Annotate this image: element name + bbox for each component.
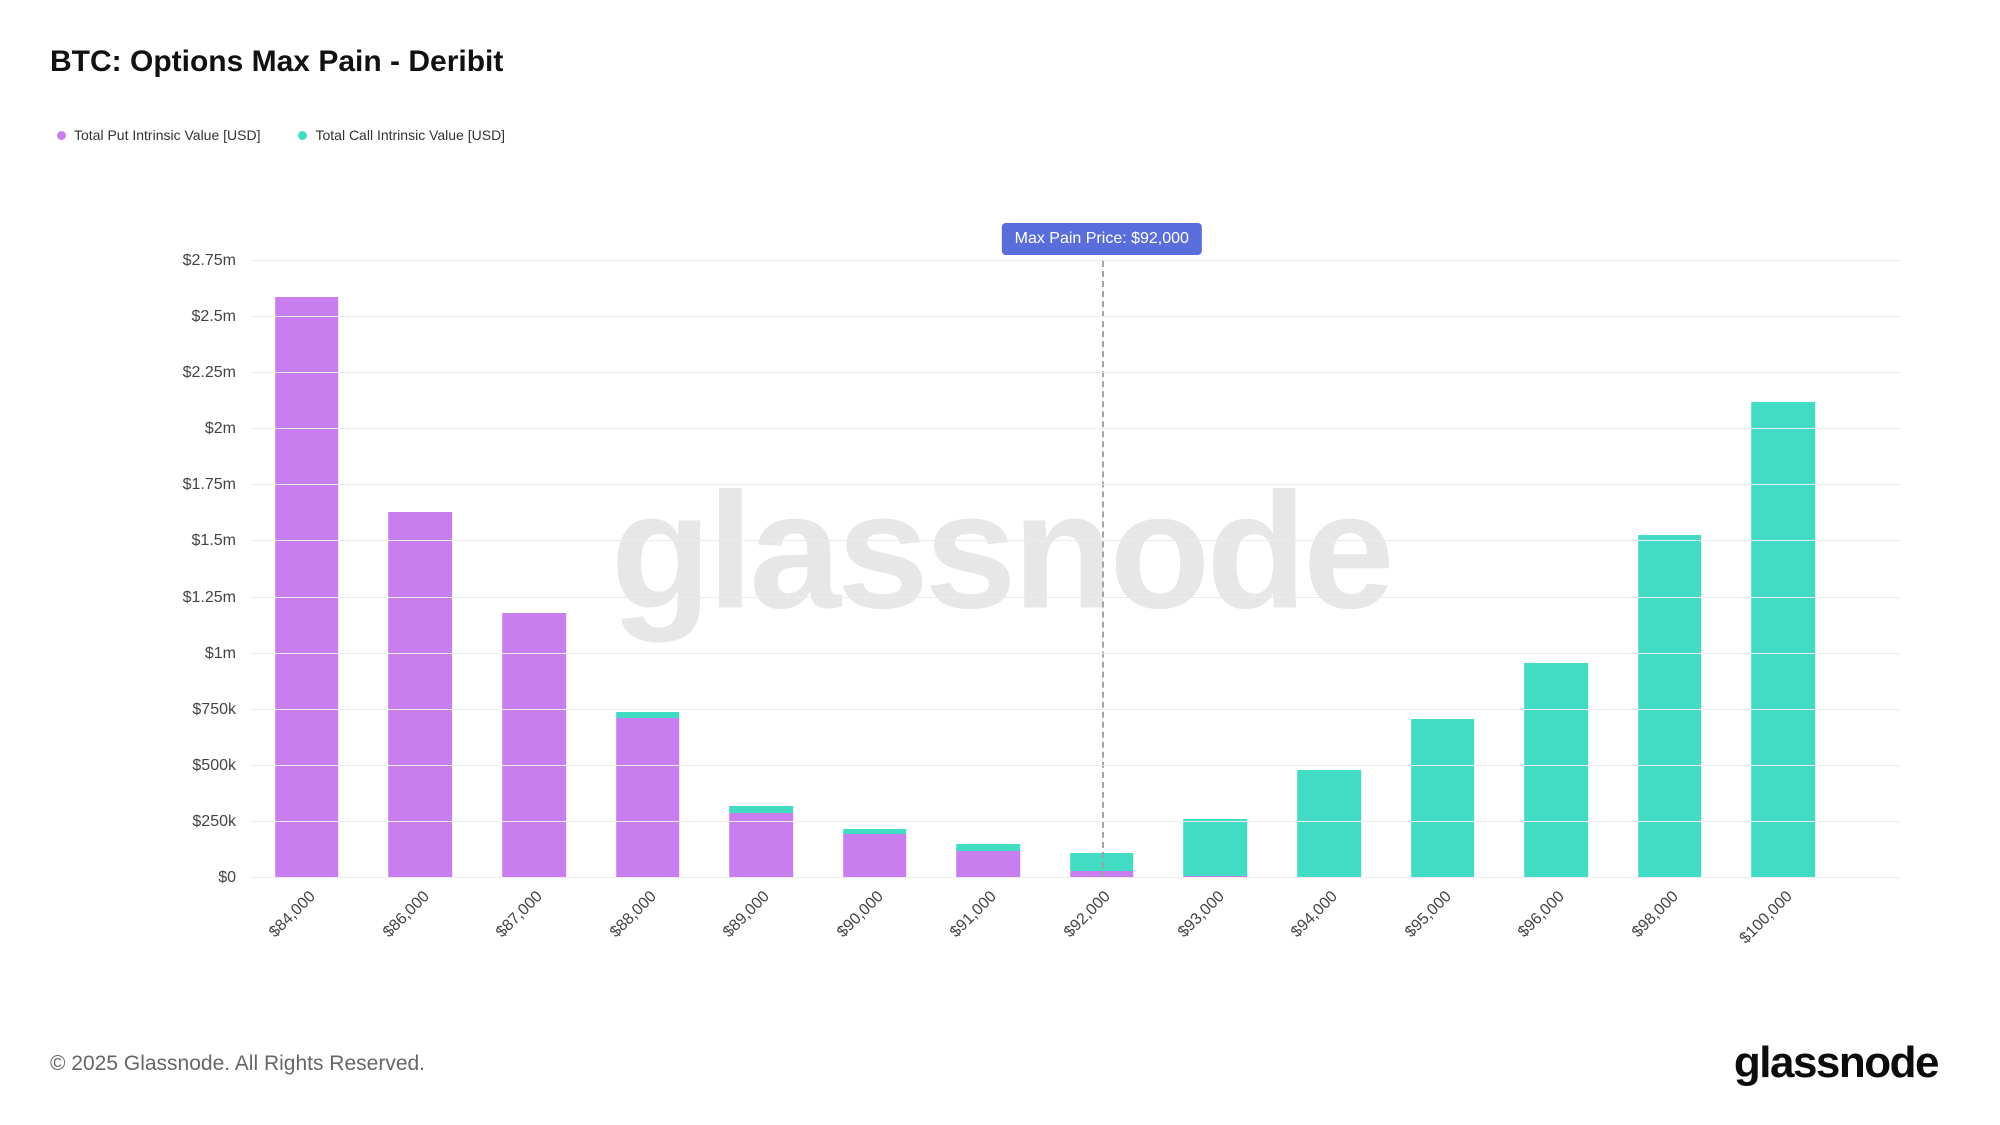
max-pain-annotation: Max Pain Price: $92,000 bbox=[1001, 223, 1202, 255]
put-series-color-dot-icon bbox=[57, 130, 66, 140]
call-bar-segment[interactable] bbox=[842, 828, 907, 835]
call-bar-segment[interactable] bbox=[1524, 662, 1588, 878]
y-axis-tick-label: $1.25m bbox=[182, 588, 236, 606]
stacked-bar[interactable] bbox=[1297, 261, 1361, 878]
stacked-bar[interactable] bbox=[1183, 261, 1248, 878]
gridline bbox=[250, 540, 1900, 542]
legend-item-call-label: Total Call Intrinsic Value [USD] bbox=[315, 127, 506, 143]
y-axis-tick-label: $750k bbox=[192, 700, 236, 718]
gridline bbox=[250, 820, 1900, 822]
stacked-bar[interactable] bbox=[956, 261, 1021, 878]
y-axis-tick-label: $1.75m bbox=[182, 476, 236, 494]
stacked-bar[interactable] bbox=[1410, 261, 1475, 878]
put-bar-segment[interactable] bbox=[729, 812, 793, 878]
gridline bbox=[250, 652, 1900, 654]
copyright-text: © 2025 Glassnode. All Rights Reserved. bbox=[50, 1052, 426, 1075]
x-axis-tick-label: $94,000 bbox=[1288, 888, 1342, 941]
x-axis-tick-label: $88,000 bbox=[606, 888, 660, 941]
legend-item-put-label: Total Put Intrinsic Value [USD] bbox=[74, 127, 261, 143]
gridline bbox=[250, 484, 1900, 486]
gridline bbox=[250, 316, 1900, 318]
put-bar-segment[interactable] bbox=[842, 834, 907, 878]
bar-column: $96,000 bbox=[1499, 261, 1613, 941]
y-axis-tick-label: $1m bbox=[204, 644, 236, 662]
call-bar-segment[interactable] bbox=[956, 844, 1021, 852]
put-bar-segment[interactable] bbox=[274, 296, 339, 878]
stacked-bar[interactable] bbox=[842, 261, 907, 878]
gridline bbox=[250, 372, 1900, 374]
bar-column: $98,000 bbox=[1613, 261, 1727, 941]
stacked-bar[interactable] bbox=[615, 261, 680, 878]
bar-column: $100,000 bbox=[1727, 261, 1841, 947]
x-axis-tick-label: $89,000 bbox=[720, 888, 774, 941]
stacked-bar[interactable] bbox=[502, 261, 566, 878]
x-axis-tick-label: $100,000 bbox=[1736, 888, 1796, 948]
put-bar-segment[interactable] bbox=[388, 512, 453, 878]
max-pain-dashed-line bbox=[1101, 261, 1104, 878]
y-axis-tick-label: $0 bbox=[218, 869, 236, 886]
x-axis-tick-label: $91,000 bbox=[947, 888, 1001, 941]
y-axis-tick-label: $500k bbox=[192, 756, 236, 774]
put-bar-segment[interactable] bbox=[956, 851, 1021, 878]
call-bar-segment[interactable] bbox=[1637, 534, 1702, 878]
bar-column: $93,000 bbox=[1159, 261, 1273, 941]
bar-column: $84,000 bbox=[250, 261, 364, 941]
gridline bbox=[250, 596, 1900, 598]
x-axis-tick-label: $93,000 bbox=[1174, 888, 1228, 941]
call-bar-segment[interactable] bbox=[1297, 770, 1361, 878]
bar-column: $90,000 bbox=[818, 261, 932, 941]
x-axis-tick-label: $84,000 bbox=[265, 888, 319, 941]
call-bar-segment[interactable] bbox=[1183, 819, 1248, 877]
x-axis-tick-label: $92,000 bbox=[1060, 888, 1114, 941]
x-axis-tick-label: $98,000 bbox=[1628, 888, 1682, 941]
bar-column: $87,000 bbox=[477, 261, 591, 941]
stacked-bar[interactable] bbox=[274, 261, 339, 878]
gridline bbox=[250, 428, 1900, 430]
bar-column: $89,000 bbox=[704, 261, 818, 941]
x-axis-tick-label: $86,000 bbox=[379, 888, 433, 941]
stacked-bar[interactable] bbox=[1751, 261, 1816, 878]
call-bar-segment[interactable] bbox=[729, 806, 793, 813]
stacked-bar[interactable] bbox=[1524, 261, 1588, 878]
bar-column: $91,000 bbox=[931, 261, 1045, 941]
page-title: BTC: Options Max Pain - Deribit bbox=[50, 45, 504, 78]
gridline bbox=[250, 764, 1900, 766]
x-axis-tick-label: $87,000 bbox=[493, 888, 546, 941]
chart-legend: Total Put Intrinsic Value [USD] Total Ca… bbox=[57, 127, 505, 143]
call-bar-segment[interactable] bbox=[615, 712, 680, 718]
call-bar-segment[interactable] bbox=[1410, 718, 1475, 878]
call-bar-segment[interactable] bbox=[1751, 402, 1816, 878]
y-axis-tick-label: $2.5m bbox=[191, 308, 236, 326]
y-axis-tick-label: $250k bbox=[192, 812, 236, 830]
plot-area: glassnode $84,000 $86,000 $87,000 $88,000 $8… bbox=[183, 223, 1900, 947]
x-axis-tick-label: $96,000 bbox=[1515, 888, 1569, 941]
put-bar-segment[interactable] bbox=[502, 613, 566, 878]
stacked-bar[interactable] bbox=[1637, 261, 1702, 878]
bar-column: $95,000 bbox=[1386, 261, 1500, 941]
stacked-bar[interactable] bbox=[729, 261, 793, 878]
legend-item-call[interactable]: Total Call Intrinsic Value [USD] bbox=[298, 127, 505, 143]
y-axis-tick-label: $2.25m bbox=[182, 364, 236, 382]
glassnode-logo: glassnode bbox=[1733, 1038, 1940, 1087]
call-series-color-dot-icon bbox=[298, 130, 308, 140]
y-axis-tick-label: $2.75m bbox=[182, 252, 236, 269]
x-axis-tick-label: $95,000 bbox=[1401, 888, 1455, 941]
bar-column: $88,000 bbox=[591, 261, 705, 941]
y-axis-tick-label: $1.5m bbox=[191, 532, 236, 550]
x-axis-tick-label: $90,000 bbox=[833, 888, 887, 941]
gridline bbox=[250, 877, 1900, 878]
bar-column: $94,000 bbox=[1272, 261, 1386, 941]
bars-container: $84,000 $86,000 $87,000 $88,000 $89,000 $90,0… bbox=[250, 223, 1841, 947]
stacked-bar[interactable] bbox=[388, 261, 453, 878]
bar-column: $86,000 bbox=[364, 261, 478, 941]
put-bar-segment[interactable] bbox=[615, 717, 680, 878]
y-axis-tick-label: $2m bbox=[204, 420, 236, 438]
gridline bbox=[250, 708, 1900, 710]
legend-item-put[interactable]: Total Put Intrinsic Value [USD] bbox=[57, 127, 260, 143]
gridline bbox=[250, 260, 1900, 261]
